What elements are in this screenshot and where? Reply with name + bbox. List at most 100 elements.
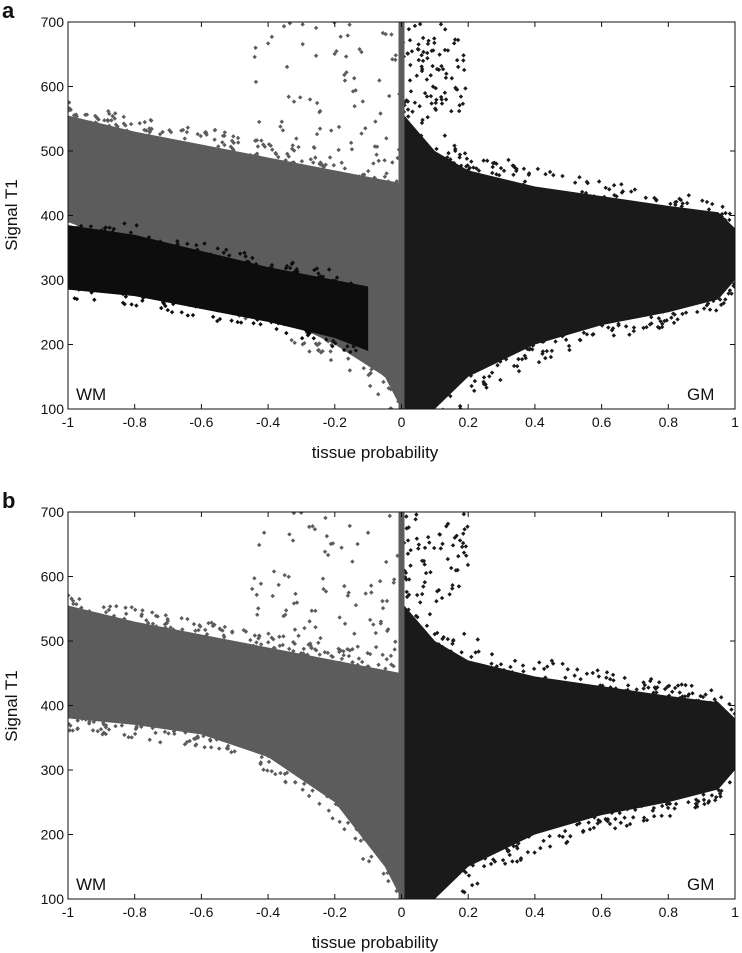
scatter-point bbox=[566, 819, 571, 824]
scatter-point bbox=[722, 217, 728, 223]
scatter-point bbox=[718, 794, 723, 799]
scatter-point bbox=[608, 685, 613, 690]
scatter-point bbox=[231, 148, 236, 153]
scatter-point bbox=[284, 330, 289, 336]
scatter-point bbox=[323, 589, 329, 594]
x-tick-label: -0.8 bbox=[123, 904, 147, 920]
scatter-point bbox=[266, 759, 272, 765]
scatter-point bbox=[393, 639, 398, 644]
y-tick-label: 600 bbox=[41, 569, 65, 585]
scatter-point bbox=[501, 667, 507, 673]
scatter-point bbox=[180, 627, 185, 632]
scatter-point bbox=[348, 281, 354, 286]
scatter-point bbox=[686, 799, 691, 805]
scatter-point bbox=[702, 801, 707, 807]
scatter-point bbox=[203, 130, 209, 135]
scatter-point bbox=[723, 297, 728, 302]
scatter-cloud-a-2 bbox=[68, 225, 369, 351]
scatter-point bbox=[128, 121, 134, 127]
scatter-point bbox=[706, 207, 712, 212]
scatter-point bbox=[644, 801, 649, 807]
scatter-point bbox=[342, 166, 348, 171]
scatter-point bbox=[168, 625, 173, 630]
scatter-point bbox=[565, 839, 570, 845]
scatter-point bbox=[349, 665, 354, 670]
scatter-point bbox=[270, 593, 275, 599]
scatter-point bbox=[204, 132, 209, 137]
scatter-point bbox=[584, 332, 590, 337]
scatter-point bbox=[507, 852, 512, 858]
scatter-point bbox=[162, 729, 168, 735]
scatter-point bbox=[709, 688, 714, 693]
scatter-point bbox=[367, 617, 373, 623]
x-axis-label-b: tissue probability bbox=[312, 933, 439, 952]
scatter-point bbox=[331, 163, 337, 168]
scatter-point bbox=[405, 107, 411, 112]
scatter-point bbox=[265, 41, 271, 46]
scatter-point bbox=[176, 631, 182, 636]
scatter-point bbox=[540, 351, 545, 356]
scatter-point bbox=[459, 544, 465, 550]
scatter-point bbox=[395, 155, 400, 161]
scatter-point bbox=[588, 193, 593, 199]
scatter-point bbox=[684, 302, 689, 307]
scatter-point bbox=[353, 836, 358, 841]
scatter-point bbox=[292, 627, 298, 632]
scatter-point bbox=[106, 108, 111, 114]
scatter-point bbox=[445, 48, 451, 53]
scatter-point bbox=[433, 107, 439, 113]
scatter-point bbox=[394, 179, 399, 184]
scatter-point bbox=[422, 545, 428, 551]
scatter-point bbox=[70, 728, 75, 733]
scatter-point bbox=[426, 38, 431, 43]
scatter-point bbox=[644, 324, 649, 330]
scatter-point bbox=[216, 144, 221, 149]
scatter-point bbox=[87, 609, 92, 614]
scatter-point bbox=[367, 383, 373, 389]
scatter-point bbox=[389, 662, 394, 667]
scatter-point bbox=[660, 309, 666, 314]
scatter-point bbox=[449, 76, 455, 81]
scatter-point bbox=[222, 624, 228, 630]
scatter-point bbox=[411, 893, 416, 898]
scatter-point bbox=[537, 660, 542, 665]
scatter-point bbox=[122, 221, 127, 226]
scatter-point bbox=[650, 808, 656, 813]
scatter-point bbox=[146, 620, 151, 626]
y-tick-label: 500 bbox=[41, 143, 65, 159]
scatter-point bbox=[511, 363, 517, 369]
scatter-point bbox=[440, 156, 446, 162]
scatter-point bbox=[203, 627, 208, 633]
scatter-point bbox=[269, 34, 275, 40]
scatter-point bbox=[279, 119, 285, 124]
scatter-point bbox=[365, 650, 370, 656]
scatter-point bbox=[417, 22, 423, 27]
scatter-point bbox=[490, 170, 495, 176]
scatter-point bbox=[607, 187, 612, 192]
scatter-point bbox=[149, 610, 155, 615]
x-tick-label: -0.6 bbox=[189, 904, 213, 920]
scatter-point bbox=[353, 175, 359, 180]
scatter-point bbox=[553, 339, 558, 344]
scatter-point bbox=[376, 158, 381, 164]
scatter-point bbox=[223, 247, 229, 252]
scatter-point bbox=[293, 591, 298, 597]
scatter-point bbox=[194, 742, 199, 747]
x-tick-label: -0.6 bbox=[189, 414, 213, 430]
scatter-point bbox=[429, 101, 434, 106]
scatter-point bbox=[560, 334, 565, 339]
scatter-point bbox=[345, 344, 350, 349]
scatter-point bbox=[440, 644, 445, 650]
scatter-point bbox=[682, 694, 688, 699]
scatter-point bbox=[307, 331, 312, 336]
scatter-point bbox=[485, 158, 490, 163]
scatter-point bbox=[164, 621, 169, 626]
scatter-point bbox=[101, 722, 107, 727]
scatter-point bbox=[107, 111, 112, 117]
scatter-point bbox=[443, 97, 449, 102]
scatter-point bbox=[277, 634, 282, 639]
scatter-point bbox=[729, 707, 734, 712]
scatter-point bbox=[284, 64, 290, 70]
scatter-point bbox=[261, 767, 266, 772]
scatter-point bbox=[609, 328, 615, 333]
